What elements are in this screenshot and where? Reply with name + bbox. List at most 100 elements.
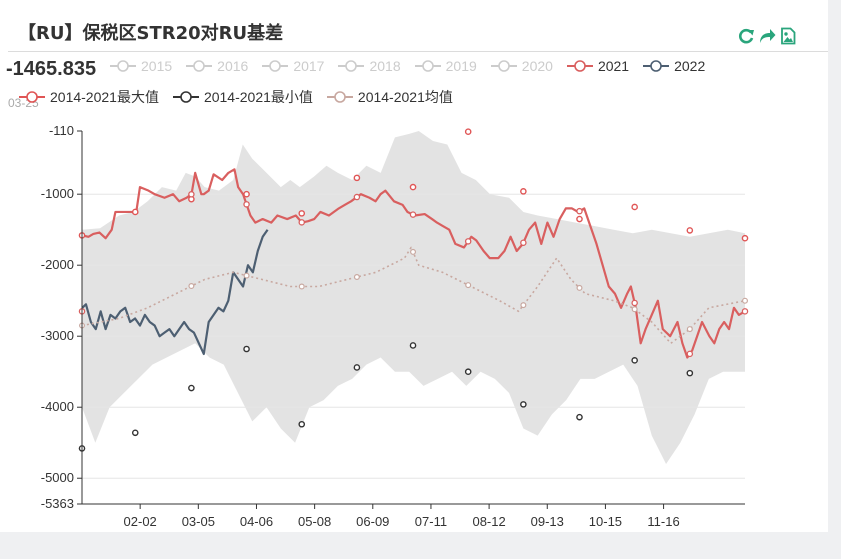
point-2014-2021最大值 xyxy=(243,190,250,198)
legend-swatch xyxy=(566,60,593,72)
point-2014-2021均值 xyxy=(410,248,417,255)
point-2014-2021最大值 xyxy=(131,208,139,216)
legend-item-2014-2021均值[interactable]: 2014-2021均值 xyxy=(326,87,453,107)
legend-item-2021[interactable]: 2021 xyxy=(566,58,630,74)
y-tick-label: -5000 xyxy=(41,470,74,485)
legend-swatch xyxy=(262,60,289,72)
point-2014-2021最大值 xyxy=(520,188,527,195)
x-tick-label: 11-16 xyxy=(647,514,679,529)
x-tick-label: 06-09 xyxy=(356,514,389,529)
point-2014-2021最小值 xyxy=(188,384,195,392)
x-tick-label: 10-15 xyxy=(589,514,622,529)
legend-item-2014-2021最小值[interactable]: 2014-2021最小值 xyxy=(172,87,313,107)
legend-swatch xyxy=(414,60,441,72)
series-line-2022 xyxy=(81,229,269,356)
marker-layer xyxy=(78,128,749,452)
point-2014-2021均值 xyxy=(520,302,527,309)
x-tick-label: 03-05 xyxy=(182,514,215,529)
x-tick-label: 02-02 xyxy=(124,514,157,529)
axis-layer: -110 -1000 -2000 -3000 -4000 -5000 -5363 02-02 0… xyxy=(41,123,745,529)
point-2014-2021均值 xyxy=(686,326,693,333)
point-2021 xyxy=(741,308,749,315)
legend-item-2015[interactable]: 2015 xyxy=(110,58,172,74)
point-2021 xyxy=(188,191,195,198)
refresh-icon[interactable] xyxy=(737,27,755,45)
point-2014-2021最大值 xyxy=(298,210,306,217)
legend-label: 2017 xyxy=(293,58,325,74)
point-2014-2021最小值 xyxy=(464,368,472,376)
legend-label: 2020 xyxy=(521,58,553,74)
point-2021 xyxy=(464,238,472,245)
point-2014-2021最小值 xyxy=(576,413,583,421)
point-2014-2021均值 xyxy=(243,272,250,279)
legend-label: 2016 xyxy=(217,58,249,74)
point-2014-2021最大值 xyxy=(741,234,749,242)
legend-label: 2014-2021均值 xyxy=(357,89,453,105)
point-2014-2021最小值 xyxy=(243,345,250,353)
point-2014-2021最小值 xyxy=(131,429,139,437)
legend-row-stats: 2014-2021最大值 2014-2021最小值 2014-2021均值 xyxy=(19,87,467,107)
chart-title: 【RU】保税区STR20对RU基差 xyxy=(18,23,284,44)
point-2014-2021最小值 xyxy=(631,357,638,364)
legend-label: 2018 xyxy=(369,58,401,74)
point-2021 xyxy=(576,207,583,215)
legend-item-2020[interactable]: 2020 xyxy=(490,58,553,74)
legend-swatch xyxy=(19,91,45,103)
point-2014-2021最小值 xyxy=(520,401,527,408)
point-2021 xyxy=(243,201,250,208)
legend-swatch xyxy=(172,91,199,103)
save-image-icon[interactable] xyxy=(779,27,797,45)
point-2021 xyxy=(631,299,638,307)
point-2014-2021最大值 xyxy=(576,215,583,223)
point-2014-2021均值 xyxy=(631,306,638,313)
legend-item-2018[interactable]: 2018 xyxy=(338,58,401,74)
y-tick-label: -2000 xyxy=(41,257,74,272)
point-2014-2021最大值 xyxy=(353,174,361,182)
series-layer xyxy=(81,168,746,359)
legend-label: 2014-2021最大值 xyxy=(50,89,159,105)
y-tick-label: -5363 xyxy=(41,496,74,511)
legend-swatch xyxy=(186,60,213,72)
point-2014-2021均值 xyxy=(576,284,583,291)
point-2014-2021最小值 xyxy=(409,342,417,349)
point-2014-2021最小值 xyxy=(353,364,361,371)
range-band-area xyxy=(82,131,745,465)
point-2014-2021均值 xyxy=(465,282,472,289)
series-line-2021 xyxy=(82,168,746,359)
point-2014-2021最大值 xyxy=(409,183,417,191)
legend-label: 2015 xyxy=(141,58,173,74)
point-2014-2021最大值 xyxy=(464,128,472,136)
legend-item-2017[interactable]: 2017 xyxy=(262,58,324,74)
y-tick-label: -4000 xyxy=(41,399,74,414)
x-tick-label: 04-06 xyxy=(240,514,273,529)
point-2014-2021均值 xyxy=(188,283,195,290)
legend-label: 2021 xyxy=(597,58,630,74)
x-tick-label: 07-11 xyxy=(415,514,447,529)
legend-item-2014-2021最大值[interactable]: 2014-2021最大值 xyxy=(19,87,159,107)
legend-item-2016[interactable]: 2016 xyxy=(186,58,248,74)
legend-item-2019[interactable]: 2019 xyxy=(414,58,477,74)
legend-swatch xyxy=(326,91,353,103)
legend-swatch xyxy=(338,60,365,72)
series-line-2014-2021均值 xyxy=(81,246,746,345)
title-divider xyxy=(8,51,828,52)
legend-item-2022[interactable]: 2022 xyxy=(643,58,705,74)
point-2014-2021最大值 xyxy=(686,227,694,234)
point-2014-2021均值 xyxy=(298,283,305,290)
legend-swatch xyxy=(490,60,517,72)
value-readout: -1465.835 xyxy=(6,58,97,80)
point-2014-2021均值 xyxy=(741,297,748,304)
legend-swatch xyxy=(110,60,136,72)
toolbar xyxy=(737,27,797,45)
x-tick-label: 09-13 xyxy=(531,514,564,529)
legend-label: 2014-2021最小值 xyxy=(203,89,313,105)
point-2021 xyxy=(409,211,417,218)
point-2021 xyxy=(353,193,361,201)
x-tick-label: 05-08 xyxy=(298,514,331,529)
y-tick-label: -1000 xyxy=(41,186,74,201)
legend-row-years: 2015 2016 2017 2018 2019 2020 2021 2022 xyxy=(110,58,719,74)
y-tick-label: -3000 xyxy=(41,328,74,343)
share-icon[interactable] xyxy=(758,27,776,45)
legend-label: 2019 xyxy=(445,58,477,74)
